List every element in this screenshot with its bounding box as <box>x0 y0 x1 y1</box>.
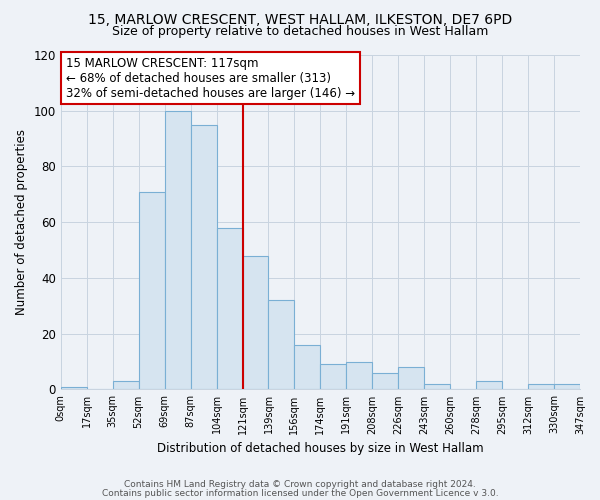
Text: Size of property relative to detached houses in West Hallam: Size of property relative to detached ho… <box>112 25 488 38</box>
Bar <box>554 384 580 390</box>
Bar <box>139 192 164 390</box>
Bar <box>191 124 217 390</box>
Text: Contains public sector information licensed under the Open Government Licence v : Contains public sector information licen… <box>101 489 499 498</box>
Bar <box>268 300 295 390</box>
Bar <box>398 367 424 390</box>
Text: 15 MARLOW CRESCENT: 117sqm
← 68% of detached houses are smaller (313)
32% of sem: 15 MARLOW CRESCENT: 117sqm ← 68% of deta… <box>66 56 355 100</box>
Bar <box>61 386 87 390</box>
Bar <box>346 362 373 390</box>
Bar <box>528 384 554 390</box>
Bar <box>476 381 502 390</box>
Bar <box>164 110 191 390</box>
Bar <box>242 256 268 390</box>
Text: Contains HM Land Registry data © Crown copyright and database right 2024.: Contains HM Land Registry data © Crown c… <box>124 480 476 489</box>
Bar <box>424 384 450 390</box>
Text: 15, MARLOW CRESCENT, WEST HALLAM, ILKESTON, DE7 6PD: 15, MARLOW CRESCENT, WEST HALLAM, ILKEST… <box>88 12 512 26</box>
Bar <box>113 381 139 390</box>
Y-axis label: Number of detached properties: Number of detached properties <box>15 129 28 315</box>
X-axis label: Distribution of detached houses by size in West Hallam: Distribution of detached houses by size … <box>157 442 484 455</box>
Bar <box>373 372 398 390</box>
Bar <box>320 364 346 390</box>
Bar <box>217 228 242 390</box>
Bar <box>295 345 320 390</box>
